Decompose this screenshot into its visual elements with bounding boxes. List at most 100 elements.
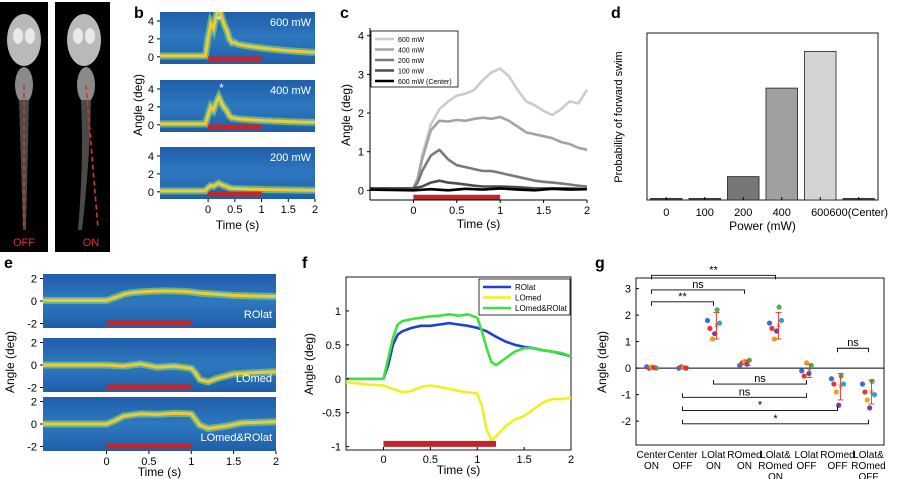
b-star-0: * bbox=[216, 13, 221, 27]
panel-a-images: OFF ON bbox=[0, 2, 110, 252]
g-point-5-2 bbox=[803, 360, 810, 366]
g-mean-marker-3: × bbox=[745, 358, 750, 368]
e-xtick-label: 1 bbox=[188, 456, 194, 468]
g-point-6-0 bbox=[828, 376, 835, 382]
g-point-6-1 bbox=[831, 381, 837, 387]
label-on: ON bbox=[83, 237, 100, 249]
g-point-7-2 bbox=[864, 397, 870, 403]
c-xtick-label: 0.5 bbox=[449, 205, 464, 217]
g-point-6-5 bbox=[840, 381, 847, 387]
g-category-label-2: LOlat bbox=[702, 450, 726, 461]
f-ytick-label: 0.5 bbox=[326, 340, 341, 352]
g-significance-label-7: * bbox=[773, 413, 778, 425]
g-category-label-3: ON bbox=[737, 461, 752, 472]
e-xlabel: Time (s) bbox=[138, 465, 182, 479]
g-category-label-6: OFF bbox=[828, 461, 848, 472]
g-category-label-6: ROmed bbox=[820, 450, 854, 461]
g-ytick-label: -1 bbox=[621, 390, 631, 402]
c-series-line-4 bbox=[369, 187, 588, 192]
e-condition-label-1: LOmed bbox=[236, 373, 272, 385]
b-xlabel: Time (s) bbox=[216, 218, 260, 232]
g-category-label-1: Center bbox=[667, 450, 698, 461]
g-category-label-4: ROmed bbox=[758, 461, 792, 472]
g-significance-bracket-4 bbox=[713, 380, 807, 385]
panel-letter-g: g bbox=[595, 255, 605, 272]
g-point-5-3 bbox=[806, 370, 812, 377]
g-point-7-3 bbox=[867, 405, 873, 411]
b-ytick-label: 4 bbox=[148, 16, 154, 28]
e-ytick-label: 0 bbox=[31, 419, 37, 431]
f-ytick-label: 0 bbox=[335, 374, 341, 386]
d-bar-4 bbox=[804, 50, 837, 201]
d-xtick-label-3: 400 bbox=[773, 207, 791, 219]
c-xlabel: Time (s) bbox=[457, 217, 501, 231]
e-ytick-label: 2 bbox=[31, 274, 37, 286]
e-condition-label-0: ROlat bbox=[244, 309, 272, 321]
e-xtick-label: 1.5 bbox=[226, 456, 241, 468]
panel-letter-d: d bbox=[611, 5, 621, 22]
b-ytick-label: 4 bbox=[148, 84, 154, 96]
b-xtick-label: 1.5 bbox=[281, 204, 296, 216]
e-condition-label-2: LOmed&ROlat bbox=[200, 432, 272, 444]
e-ytick-label: 2 bbox=[31, 397, 37, 409]
c-ytick-label: 2 bbox=[358, 108, 364, 120]
f-xtick-label: 1 bbox=[474, 454, 480, 466]
g-point-2-5 bbox=[716, 320, 723, 326]
e-xtick-label: 2 bbox=[273, 456, 279, 468]
d-xtick-label-0: 0 bbox=[663, 207, 669, 219]
g-category-label-5: LOlat bbox=[795, 450, 819, 461]
g-point-2-3 bbox=[712, 331, 718, 337]
g-significance-label-2: ** bbox=[709, 264, 718, 276]
g-significance-bracket-7 bbox=[682, 419, 869, 425]
f-series-line-0 bbox=[346, 321, 572, 381]
g-plot-frame bbox=[635, 277, 885, 446]
c-ytick-label: 0 bbox=[358, 185, 364, 197]
f-xtick-label: 0.5 bbox=[423, 454, 438, 466]
c-legend: 600 mW 400 mW 200 mW 100 mW 600 mW (Center) bbox=[370, 30, 459, 88]
d-bar-3 bbox=[765, 87, 798, 201]
g-ytick-label: 1 bbox=[625, 337, 631, 349]
g-category-label-5: OFF bbox=[797, 461, 817, 472]
c-legend-label-0: 600 mW bbox=[398, 37, 424, 44]
g-category-label-3: ROmed bbox=[727, 450, 761, 461]
c-ylabel: Angle (deg) bbox=[339, 84, 353, 146]
label-off: OFF bbox=[13, 237, 35, 249]
g-significance-bracket-3 bbox=[837, 347, 869, 353]
e-xtick-label: 0 bbox=[103, 456, 109, 468]
c-legend-label-3: 100 mW bbox=[398, 69, 424, 76]
b-ytick-label: 2 bbox=[148, 102, 154, 114]
panel-b-heatmaps: 600 mW * 0 2 4 400 mW * 0 2 4 200 mW 0 2 4 0 0.5 1 1.5 2 Ti… bbox=[131, 12, 318, 232]
f-series-line-1 bbox=[345, 380, 572, 442]
c-ytick-label: 1 bbox=[358, 147, 364, 159]
panel-letter-c: c bbox=[340, 5, 349, 22]
b-heatmap-2-trace bbox=[160, 181, 315, 193]
g-mean-marker-5: × bbox=[807, 366, 812, 376]
b-ytick-label: 0 bbox=[148, 187, 154, 199]
g-category-label-4: ON bbox=[768, 472, 783, 479]
f-legend-label-0: ROlat bbox=[515, 283, 536, 292]
e-heatmap-1-trace bbox=[43, 362, 276, 384]
e-ytick-label: 0 bbox=[31, 296, 37, 308]
g-point-4-1 bbox=[769, 325, 775, 331]
e-heatmap-2-trace bbox=[43, 411, 276, 431]
g-significance-bracket-0 bbox=[651, 301, 714, 306]
c-ytick-label: 4 bbox=[358, 31, 364, 43]
e-ytick-label: 0 bbox=[31, 360, 37, 372]
g-significance-bracket-6 bbox=[682, 406, 838, 411]
f-xtick-label: 2 bbox=[568, 454, 574, 466]
d-ylabel: Probability of forward swim bbox=[613, 51, 625, 182]
g-point-2-2 bbox=[709, 336, 715, 342]
larva-image-off: OFF bbox=[0, 2, 48, 252]
g-category-label-0: ON bbox=[644, 461, 659, 472]
b-xtick-label: 0 bbox=[205, 204, 211, 216]
panel-letter-f: f bbox=[302, 255, 308, 272]
e-ytick-label: -2 bbox=[27, 383, 37, 395]
g-category-label-2: ON bbox=[706, 461, 721, 472]
b-ylabel: Angle (deg) bbox=[131, 74, 145, 136]
c-legend-label-1: 400 mW bbox=[398, 48, 424, 55]
g-point-6-4 bbox=[838, 373, 844, 379]
larva-image-on: ON bbox=[55, 2, 110, 252]
g-significance-bracket-2 bbox=[651, 274, 776, 280]
panel-c-line-chart: 0 0.5 1 1.5 2 0 1 2 3 4 Time (s) Angle (deg) 600 mW 4… bbox=[339, 28, 590, 231]
